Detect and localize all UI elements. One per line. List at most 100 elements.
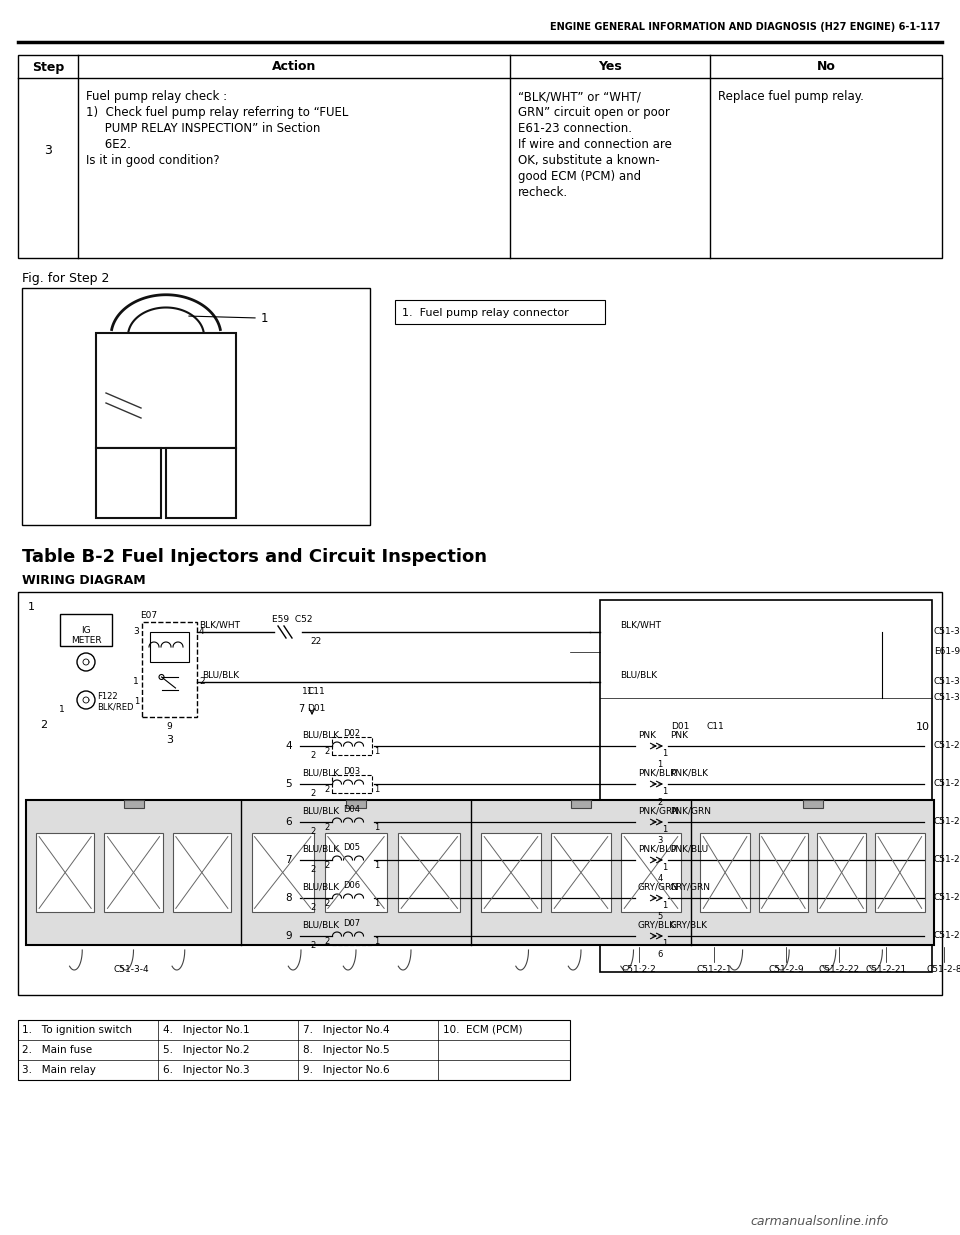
Text: C51-2-9: C51-2-9 bbox=[934, 818, 960, 826]
Text: 1: 1 bbox=[374, 937, 379, 946]
Text: 2: 2 bbox=[658, 798, 662, 806]
Bar bbox=[876, 832, 924, 913]
Text: 1: 1 bbox=[661, 863, 667, 872]
Text: 6: 6 bbox=[658, 950, 662, 960]
Text: BLU/BLK: BLU/BLK bbox=[620, 671, 658, 679]
Bar bbox=[36, 832, 94, 913]
Bar bbox=[600, 600, 932, 972]
Bar bbox=[398, 832, 461, 913]
Text: PNK/GRN: PNK/GRN bbox=[670, 806, 711, 816]
Text: Replace fuel pump relay.: Replace fuel pump relay. bbox=[718, 90, 864, 103]
Text: OK, substitute a known-: OK, substitute a known- bbox=[518, 154, 660, 167]
Bar bbox=[701, 832, 750, 913]
Bar bbox=[395, 300, 605, 324]
Text: 1: 1 bbox=[133, 678, 139, 687]
Text: 6: 6 bbox=[285, 818, 292, 827]
Text: 11: 11 bbox=[302, 687, 314, 697]
Text: IG: IG bbox=[82, 626, 91, 635]
Bar bbox=[803, 800, 823, 808]
Text: E61-23 connection.: E61-23 connection. bbox=[518, 122, 632, 135]
Text: 1: 1 bbox=[658, 760, 662, 769]
Text: Fig. for Step 2: Fig. for Step 2 bbox=[22, 272, 109, 285]
Bar bbox=[551, 832, 611, 913]
Text: BLU/BLK: BLU/BLK bbox=[302, 806, 339, 816]
Circle shape bbox=[77, 653, 95, 671]
Text: D06: D06 bbox=[344, 881, 361, 890]
Text: PNK/BLK: PNK/BLK bbox=[670, 769, 708, 778]
Text: C51-2-21: C51-2-21 bbox=[934, 931, 960, 941]
Text: E07: E07 bbox=[140, 611, 157, 620]
Text: BLU/BLK: BLU/BLK bbox=[302, 921, 339, 930]
Circle shape bbox=[159, 674, 164, 679]
Text: C51·2·2: C51·2·2 bbox=[622, 965, 657, 974]
Text: 2: 2 bbox=[324, 747, 330, 757]
Text: BLK/WHT: BLK/WHT bbox=[199, 620, 240, 629]
Text: C51-2-22: C51-2-22 bbox=[819, 965, 859, 974]
Text: C51-2-1: C51-2-1 bbox=[934, 779, 960, 788]
Text: C51-2-8: C51-2-8 bbox=[934, 856, 960, 864]
Text: 2: 2 bbox=[310, 788, 315, 798]
Text: GRN” circuit open or poor: GRN” circuit open or poor bbox=[518, 106, 670, 119]
Text: Table B-2 Fuel Injectors and Circuit Inspection: Table B-2 Fuel Injectors and Circuit Ins… bbox=[22, 548, 487, 566]
Text: BLU/BLK: BLU/BLK bbox=[302, 769, 339, 778]
Text: GRY/BLK: GRY/BLK bbox=[638, 921, 676, 930]
Bar bbox=[150, 632, 189, 662]
Text: 1: 1 bbox=[374, 747, 379, 757]
Text: BLU/BLK: BLU/BLK bbox=[302, 731, 339, 740]
Text: 3: 3 bbox=[44, 143, 52, 157]
Bar bbox=[60, 614, 112, 646]
Bar bbox=[346, 800, 366, 808]
Text: 9.   Injector No.6: 9. Injector No.6 bbox=[303, 1065, 390, 1074]
Text: D03: D03 bbox=[344, 767, 361, 776]
Text: recheck.: recheck. bbox=[518, 186, 568, 199]
Text: 2.   Main fuse: 2. Main fuse bbox=[22, 1045, 92, 1055]
Text: Action: Action bbox=[272, 61, 316, 74]
Text: 1: 1 bbox=[661, 940, 667, 948]
Text: PNK: PNK bbox=[670, 731, 688, 740]
Text: 4.   Injector No.1: 4. Injector No.1 bbox=[163, 1025, 250, 1035]
Text: BLU/BLK: BLU/BLK bbox=[302, 883, 339, 892]
Text: D01: D01 bbox=[307, 704, 325, 713]
Text: 2: 2 bbox=[324, 824, 330, 832]
Bar bbox=[96, 448, 161, 517]
Text: D05: D05 bbox=[344, 844, 361, 852]
Bar bbox=[332, 737, 372, 755]
Bar bbox=[481, 832, 540, 913]
Text: 2: 2 bbox=[324, 899, 330, 909]
Text: 1: 1 bbox=[28, 601, 35, 613]
Bar bbox=[18, 592, 942, 995]
Text: “BLK/WHT” or “WHT/: “BLK/WHT” or “WHT/ bbox=[518, 90, 641, 103]
Text: 1: 1 bbox=[261, 311, 269, 325]
Text: 1: 1 bbox=[133, 698, 139, 706]
Text: 8.   Injector No.5: 8. Injector No.5 bbox=[303, 1045, 390, 1055]
Text: 5: 5 bbox=[285, 779, 292, 789]
Text: PNK/BLK: PNK/BLK bbox=[638, 769, 676, 778]
Text: D07: D07 bbox=[344, 919, 361, 927]
Text: C11: C11 bbox=[307, 687, 324, 697]
Bar bbox=[332, 851, 372, 869]
Bar bbox=[621, 832, 681, 913]
Text: C51-3-20: C51-3-20 bbox=[934, 627, 960, 636]
Bar bbox=[332, 776, 372, 793]
Text: GRY/GRN: GRY/GRN bbox=[638, 883, 679, 892]
Text: 22: 22 bbox=[310, 637, 322, 646]
Text: GRY/GRN: GRY/GRN bbox=[670, 883, 711, 892]
Text: BLK/RED: BLK/RED bbox=[97, 701, 133, 711]
Text: 1: 1 bbox=[661, 750, 667, 758]
Text: 2: 2 bbox=[310, 864, 315, 873]
Bar bbox=[18, 1020, 570, 1079]
Text: 7.   Injector No.4: 7. Injector No.4 bbox=[303, 1025, 390, 1035]
Bar bbox=[173, 832, 230, 913]
Bar bbox=[332, 927, 372, 945]
Text: 1: 1 bbox=[661, 788, 667, 797]
Text: 1.  Fuel pump relay connector: 1. Fuel pump relay connector bbox=[402, 308, 568, 317]
Text: Is it in good condition?: Is it in good condition? bbox=[86, 154, 220, 167]
Text: 5.   Injector No.2: 5. Injector No.2 bbox=[163, 1045, 250, 1055]
Text: If wire and connection are: If wire and connection are bbox=[518, 138, 672, 151]
Text: 4: 4 bbox=[658, 874, 662, 883]
Text: D04: D04 bbox=[344, 805, 361, 814]
Text: 4: 4 bbox=[199, 627, 204, 636]
Bar bbox=[124, 800, 143, 808]
Text: C51-2-9: C51-2-9 bbox=[768, 965, 804, 974]
Text: METER: METER bbox=[71, 636, 102, 645]
